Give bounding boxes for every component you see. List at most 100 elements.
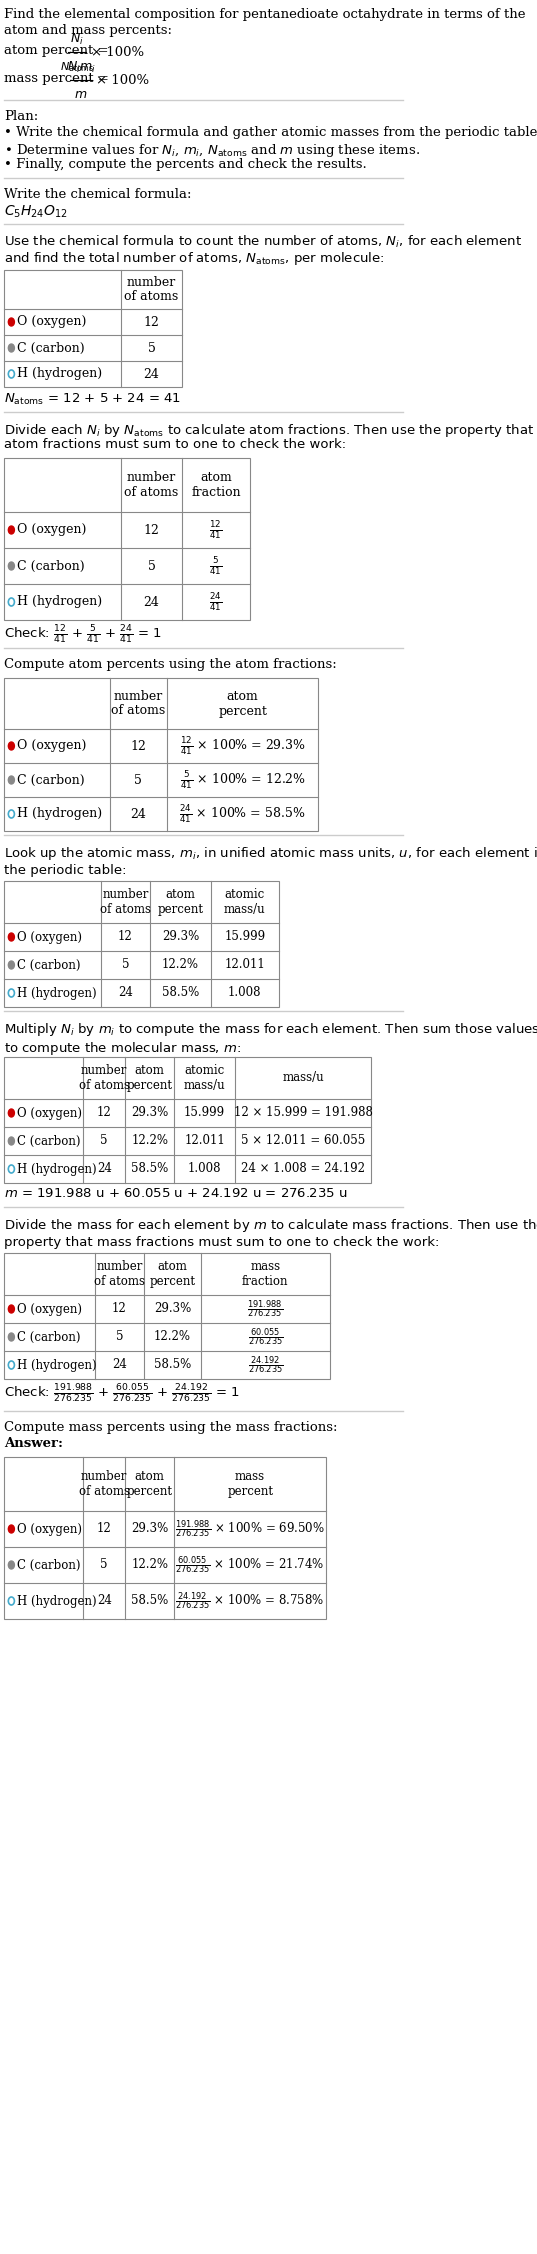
Text: 15.999: 15.999 <box>224 931 265 944</box>
Text: Compute mass percents using the mass fractions:: Compute mass percents using the mass fra… <box>4 1420 337 1434</box>
Text: 12.2%: 12.2% <box>131 1558 168 1571</box>
Text: Use the chemical formula to count the number of atoms, $N_i$, for each element: Use the chemical formula to count the nu… <box>4 234 522 250</box>
Text: Compute atom percents using the atom fractions:: Compute atom percents using the atom fra… <box>4 658 337 672</box>
Circle shape <box>9 318 14 327</box>
Text: 12: 12 <box>130 739 146 753</box>
Text: 24: 24 <box>144 595 159 609</box>
Text: 29.3%: 29.3% <box>131 1107 168 1120</box>
Text: 58.5%: 58.5% <box>162 987 199 999</box>
Text: 58.5%: 58.5% <box>131 1163 168 1177</box>
Text: $\frac{24}{41}$: $\frac{24}{41}$ <box>209 591 223 613</box>
Text: 5: 5 <box>115 1330 123 1343</box>
Text: C (carbon): C (carbon) <box>17 343 85 354</box>
Text: $\frac{60.055}{276.235}$ × 100% = 21.74%: $\frac{60.055}{276.235}$ × 100% = 21.74% <box>176 1555 325 1576</box>
Text: atom
percent: atom percent <box>218 690 267 717</box>
Text: O (oxygen): O (oxygen) <box>17 316 87 329</box>
Text: $\frac{12}{41}$ × 100% = 29.3%: $\frac{12}{41}$ × 100% = 29.3% <box>179 735 306 757</box>
Text: H (hydrogen): H (hydrogen) <box>17 595 103 609</box>
Text: number
of atoms: number of atoms <box>79 1064 130 1091</box>
Text: O (oxygen): O (oxygen) <box>17 1521 83 1535</box>
Text: • Write the chemical formula and gather atomic masses from the periodic table.: • Write the chemical formula and gather … <box>4 126 537 140</box>
Text: atom percent =: atom percent = <box>4 45 113 56</box>
Text: mass/u: mass/u <box>282 1071 324 1084</box>
Text: 12: 12 <box>144 523 159 536</box>
Text: 12.2%: 12.2% <box>154 1330 191 1343</box>
Text: × 100%: × 100% <box>96 74 149 88</box>
Text: Find the elemental composition for pentanedioate octahydrate in terms of the: Find the elemental composition for penta… <box>4 9 525 20</box>
Text: atom
percent: atom percent <box>157 888 204 915</box>
Text: number
of atoms: number of atoms <box>100 888 151 915</box>
Text: 12: 12 <box>97 1521 112 1535</box>
Text: Answer:: Answer: <box>4 1438 63 1449</box>
Circle shape <box>9 1562 14 1569</box>
Text: $\frac{24}{41}$ × 100% = 58.5%: $\frac{24}{41}$ × 100% = 58.5% <box>179 802 306 825</box>
Text: $\frac{12}{41}$: $\frac{12}{41}$ <box>209 518 223 541</box>
Bar <box>4 1456 326 1618</box>
Circle shape <box>9 345 14 352</box>
Circle shape <box>9 742 14 751</box>
Circle shape <box>9 561 14 570</box>
Text: 29.3%: 29.3% <box>131 1521 168 1535</box>
Text: atomic
mass/u: atomic mass/u <box>184 1064 226 1091</box>
Text: atom and mass percents:: atom and mass percents: <box>4 25 172 36</box>
Circle shape <box>9 1109 14 1118</box>
Text: mass
percent: mass percent <box>227 1470 273 1499</box>
Text: 29.3%: 29.3% <box>162 931 199 944</box>
Bar <box>4 881 279 1008</box>
Circle shape <box>9 775 14 784</box>
Text: 12 × 15.999 = 191.988: 12 × 15.999 = 191.988 <box>234 1107 373 1120</box>
Text: 12.011: 12.011 <box>184 1134 225 1147</box>
Bar <box>4 678 318 832</box>
Text: 12: 12 <box>118 931 133 944</box>
Text: $\frac{191.988}{276.235}$ × 100% = 69.50%: $\frac{191.988}{276.235}$ × 100% = 69.50… <box>175 1519 325 1539</box>
Text: 24: 24 <box>112 1359 127 1370</box>
Circle shape <box>9 1136 14 1145</box>
Circle shape <box>9 1526 14 1533</box>
Text: 24 × 1.008 = 24.192: 24 × 1.008 = 24.192 <box>241 1163 365 1177</box>
Bar <box>4 1057 372 1183</box>
Text: $\frac{60.055}{276.235}$: $\frac{60.055}{276.235}$ <box>248 1325 283 1348</box>
Text: H (hydrogen): H (hydrogen) <box>17 1359 97 1370</box>
Text: 12.2%: 12.2% <box>162 958 199 971</box>
Text: $\frac{5}{41}$: $\frac{5}{41}$ <box>209 554 223 577</box>
Text: number
of atoms: number of atoms <box>125 471 179 498</box>
Text: number
of atoms: number of atoms <box>111 690 165 717</box>
Text: 1.008: 1.008 <box>188 1163 221 1177</box>
Text: 24: 24 <box>144 367 159 381</box>
Text: H (hydrogen): H (hydrogen) <box>17 367 103 381</box>
Text: Plan:: Plan: <box>4 110 38 124</box>
Text: • Finally, compute the percents and check the results.: • Finally, compute the percents and chec… <box>4 158 367 171</box>
Text: × 100%: × 100% <box>91 45 144 59</box>
Text: C (carbon): C (carbon) <box>17 559 85 573</box>
Text: $N_i m_i$: $N_i m_i$ <box>67 61 96 74</box>
Text: C (carbon): C (carbon) <box>17 1134 81 1147</box>
Text: 12: 12 <box>144 316 159 329</box>
Text: Multiply $N_i$ by $m_i$ to compute the mass for each element. Then sum those val: Multiply $N_i$ by $m_i$ to compute the m… <box>4 1021 537 1057</box>
Text: 5: 5 <box>122 958 129 971</box>
Text: $\frac{5}{41}$ × 100% = 12.2%: $\frac{5}{41}$ × 100% = 12.2% <box>179 769 306 791</box>
Text: O (oxygen): O (oxygen) <box>17 523 87 536</box>
Text: Look up the atomic mass, $m_i$, in unified atomic mass units, $u$, for each elem: Look up the atomic mass, $m_i$, in unifi… <box>4 845 537 877</box>
Text: H (hydrogen): H (hydrogen) <box>17 807 103 820</box>
Text: 15.999: 15.999 <box>184 1107 225 1120</box>
Text: 5: 5 <box>148 343 156 354</box>
Text: mass
fraction: mass fraction <box>242 1260 288 1287</box>
Text: 24: 24 <box>130 807 146 820</box>
Text: atom
percent: atom percent <box>127 1470 173 1499</box>
Bar <box>4 270 182 388</box>
Text: 12: 12 <box>112 1303 127 1316</box>
Text: $\frac{191.988}{276.235}$: $\frac{191.988}{276.235}$ <box>248 1298 284 1321</box>
Bar <box>4 458 250 620</box>
Text: H (hydrogen): H (hydrogen) <box>17 1163 97 1177</box>
Text: O (oxygen): O (oxygen) <box>17 931 83 944</box>
Text: atomic
mass/u: atomic mass/u <box>224 888 266 915</box>
Text: O (oxygen): O (oxygen) <box>17 1107 83 1120</box>
Text: $\frac{24.192}{276.235}$: $\frac{24.192}{276.235}$ <box>248 1355 283 1375</box>
Text: O (oxygen): O (oxygen) <box>17 739 87 753</box>
Text: C (carbon): C (carbon) <box>17 1558 81 1571</box>
Text: C (carbon): C (carbon) <box>17 958 81 971</box>
Text: mass percent =: mass percent = <box>4 72 113 86</box>
Text: 5: 5 <box>134 773 142 787</box>
Bar <box>4 1253 330 1379</box>
Text: H (hydrogen): H (hydrogen) <box>17 1594 97 1607</box>
